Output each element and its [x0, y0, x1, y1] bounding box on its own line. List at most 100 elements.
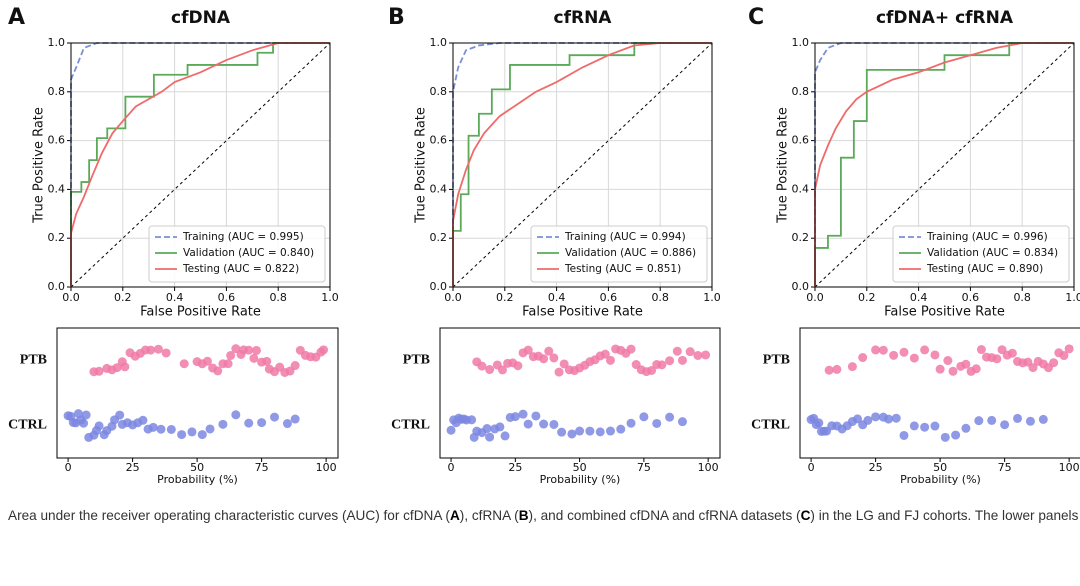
y-tick-label: 1.0 [792, 36, 810, 49]
sample-point [161, 348, 171, 358]
sample-point [446, 425, 456, 435]
sample-point [665, 356, 675, 366]
category-label: CTRL [751, 418, 790, 433]
x-axis-label: False Positive Rate [522, 305, 643, 320]
sample-point [231, 344, 241, 354]
y-axis-label: True Positive Rate [414, 107, 429, 224]
sample-point [1028, 363, 1038, 373]
sample-point [559, 359, 569, 369]
sample-point [971, 364, 981, 374]
sample-point [909, 353, 919, 363]
x-tick-label: 0.6 [600, 291, 618, 304]
sample-point [616, 424, 626, 434]
sample-point [920, 422, 930, 432]
legend-label: Training (AUC = 0.994) [564, 231, 686, 243]
y-tick-label: 0.2 [48, 231, 66, 244]
sample-point [1025, 416, 1035, 426]
reference-line [70, 42, 331, 288]
x-axis-label: False Positive Rate [140, 305, 261, 320]
axes-frame [452, 42, 713, 288]
x-tick-label: 0 [808, 461, 815, 474]
legend-label: Validation (AUC = 0.886) [565, 247, 696, 259]
sample-point [693, 350, 703, 360]
sample-point [282, 419, 292, 429]
sample-point [112, 363, 122, 373]
sample-point [557, 427, 567, 437]
axes-frame [814, 42, 1075, 288]
x-tick-label: 75 [255, 461, 269, 474]
panel-label: A [8, 5, 25, 30]
sample-point [940, 432, 950, 442]
sample-point [120, 362, 130, 372]
x-tick-label: 100 [698, 461, 719, 474]
sample-point [146, 345, 156, 355]
sample-point [832, 364, 842, 374]
legend-label: Validation (AUC = 0.840) [183, 247, 314, 259]
roc-curve [814, 42, 1074, 287]
caption-text: Area under the receiver operating charac… [8, 508, 450, 523]
sample-point [595, 427, 605, 437]
x-tick-label: 50 [190, 461, 204, 474]
x-tick-label: 0 [65, 461, 72, 474]
x-tick-label: 0.8 [269, 291, 287, 304]
x-tick-label: 0.4 [548, 291, 566, 304]
sample-point [1000, 420, 1010, 430]
sample-point [531, 411, 541, 421]
sample-point [930, 350, 940, 360]
sample-point [539, 354, 549, 364]
y-tick-label: 0.0 [48, 280, 66, 293]
y-tick-label: 0.8 [48, 85, 66, 98]
sample-point [319, 345, 329, 355]
sample-point [677, 355, 687, 365]
y-tick-label: 0.6 [430, 134, 448, 147]
sample-point [961, 423, 971, 433]
y-tick-label: 0.8 [792, 85, 810, 98]
sample-point [482, 424, 492, 434]
sample-point [1064, 344, 1074, 354]
x-tick-label: 0.6 [218, 291, 236, 304]
roc-curve [70, 42, 330, 287]
sample-point [249, 353, 259, 363]
x-tick-label: 1.0 [1065, 291, 1080, 304]
sample-point [575, 426, 585, 436]
sample-point [935, 364, 945, 374]
x-axis-label: Probability (%) [900, 473, 981, 486]
sample-point [544, 346, 554, 356]
chart-title: cfDNA [171, 8, 231, 28]
sample-point [94, 421, 104, 431]
sample-point [899, 347, 909, 357]
x-tick-label: 0 [448, 461, 455, 474]
sample-point [205, 424, 215, 434]
sample-point [930, 421, 940, 431]
y-tick-label: 0.4 [48, 182, 66, 195]
sample-point [567, 429, 577, 439]
sample-point [884, 414, 894, 424]
sample-point [79, 418, 89, 428]
sample-point [166, 424, 176, 434]
sample-point [467, 415, 477, 425]
legend-label: Testing (AUC = 0.890) [926, 263, 1043, 275]
axes-frame [70, 42, 331, 288]
x-tick-label: 0.4 [910, 291, 928, 304]
sample-point [218, 419, 228, 429]
sample-point [878, 345, 888, 355]
axes-frame [439, 327, 721, 459]
sample-point [677, 417, 687, 427]
sample-point [290, 361, 300, 371]
sample-point [909, 421, 919, 431]
caption: Area under the receiver operating charac… [8, 502, 1080, 530]
sample-point [290, 414, 300, 424]
sample-point [1007, 348, 1017, 358]
x-tick-label: 75 [637, 461, 651, 474]
sample-point [685, 347, 695, 357]
x-tick-label: 0.8 [651, 291, 669, 304]
sample-point [824, 365, 834, 375]
sample-point [231, 410, 241, 420]
y-tick-label: 0.6 [792, 134, 810, 147]
y-tick-label: 0.2 [792, 231, 810, 244]
chart-title: cfRNA [554, 8, 613, 28]
y-tick-label: 0.0 [792, 280, 810, 293]
sample-point [992, 354, 1002, 364]
sample-point [871, 345, 881, 355]
caption-ref: B [518, 508, 529, 523]
